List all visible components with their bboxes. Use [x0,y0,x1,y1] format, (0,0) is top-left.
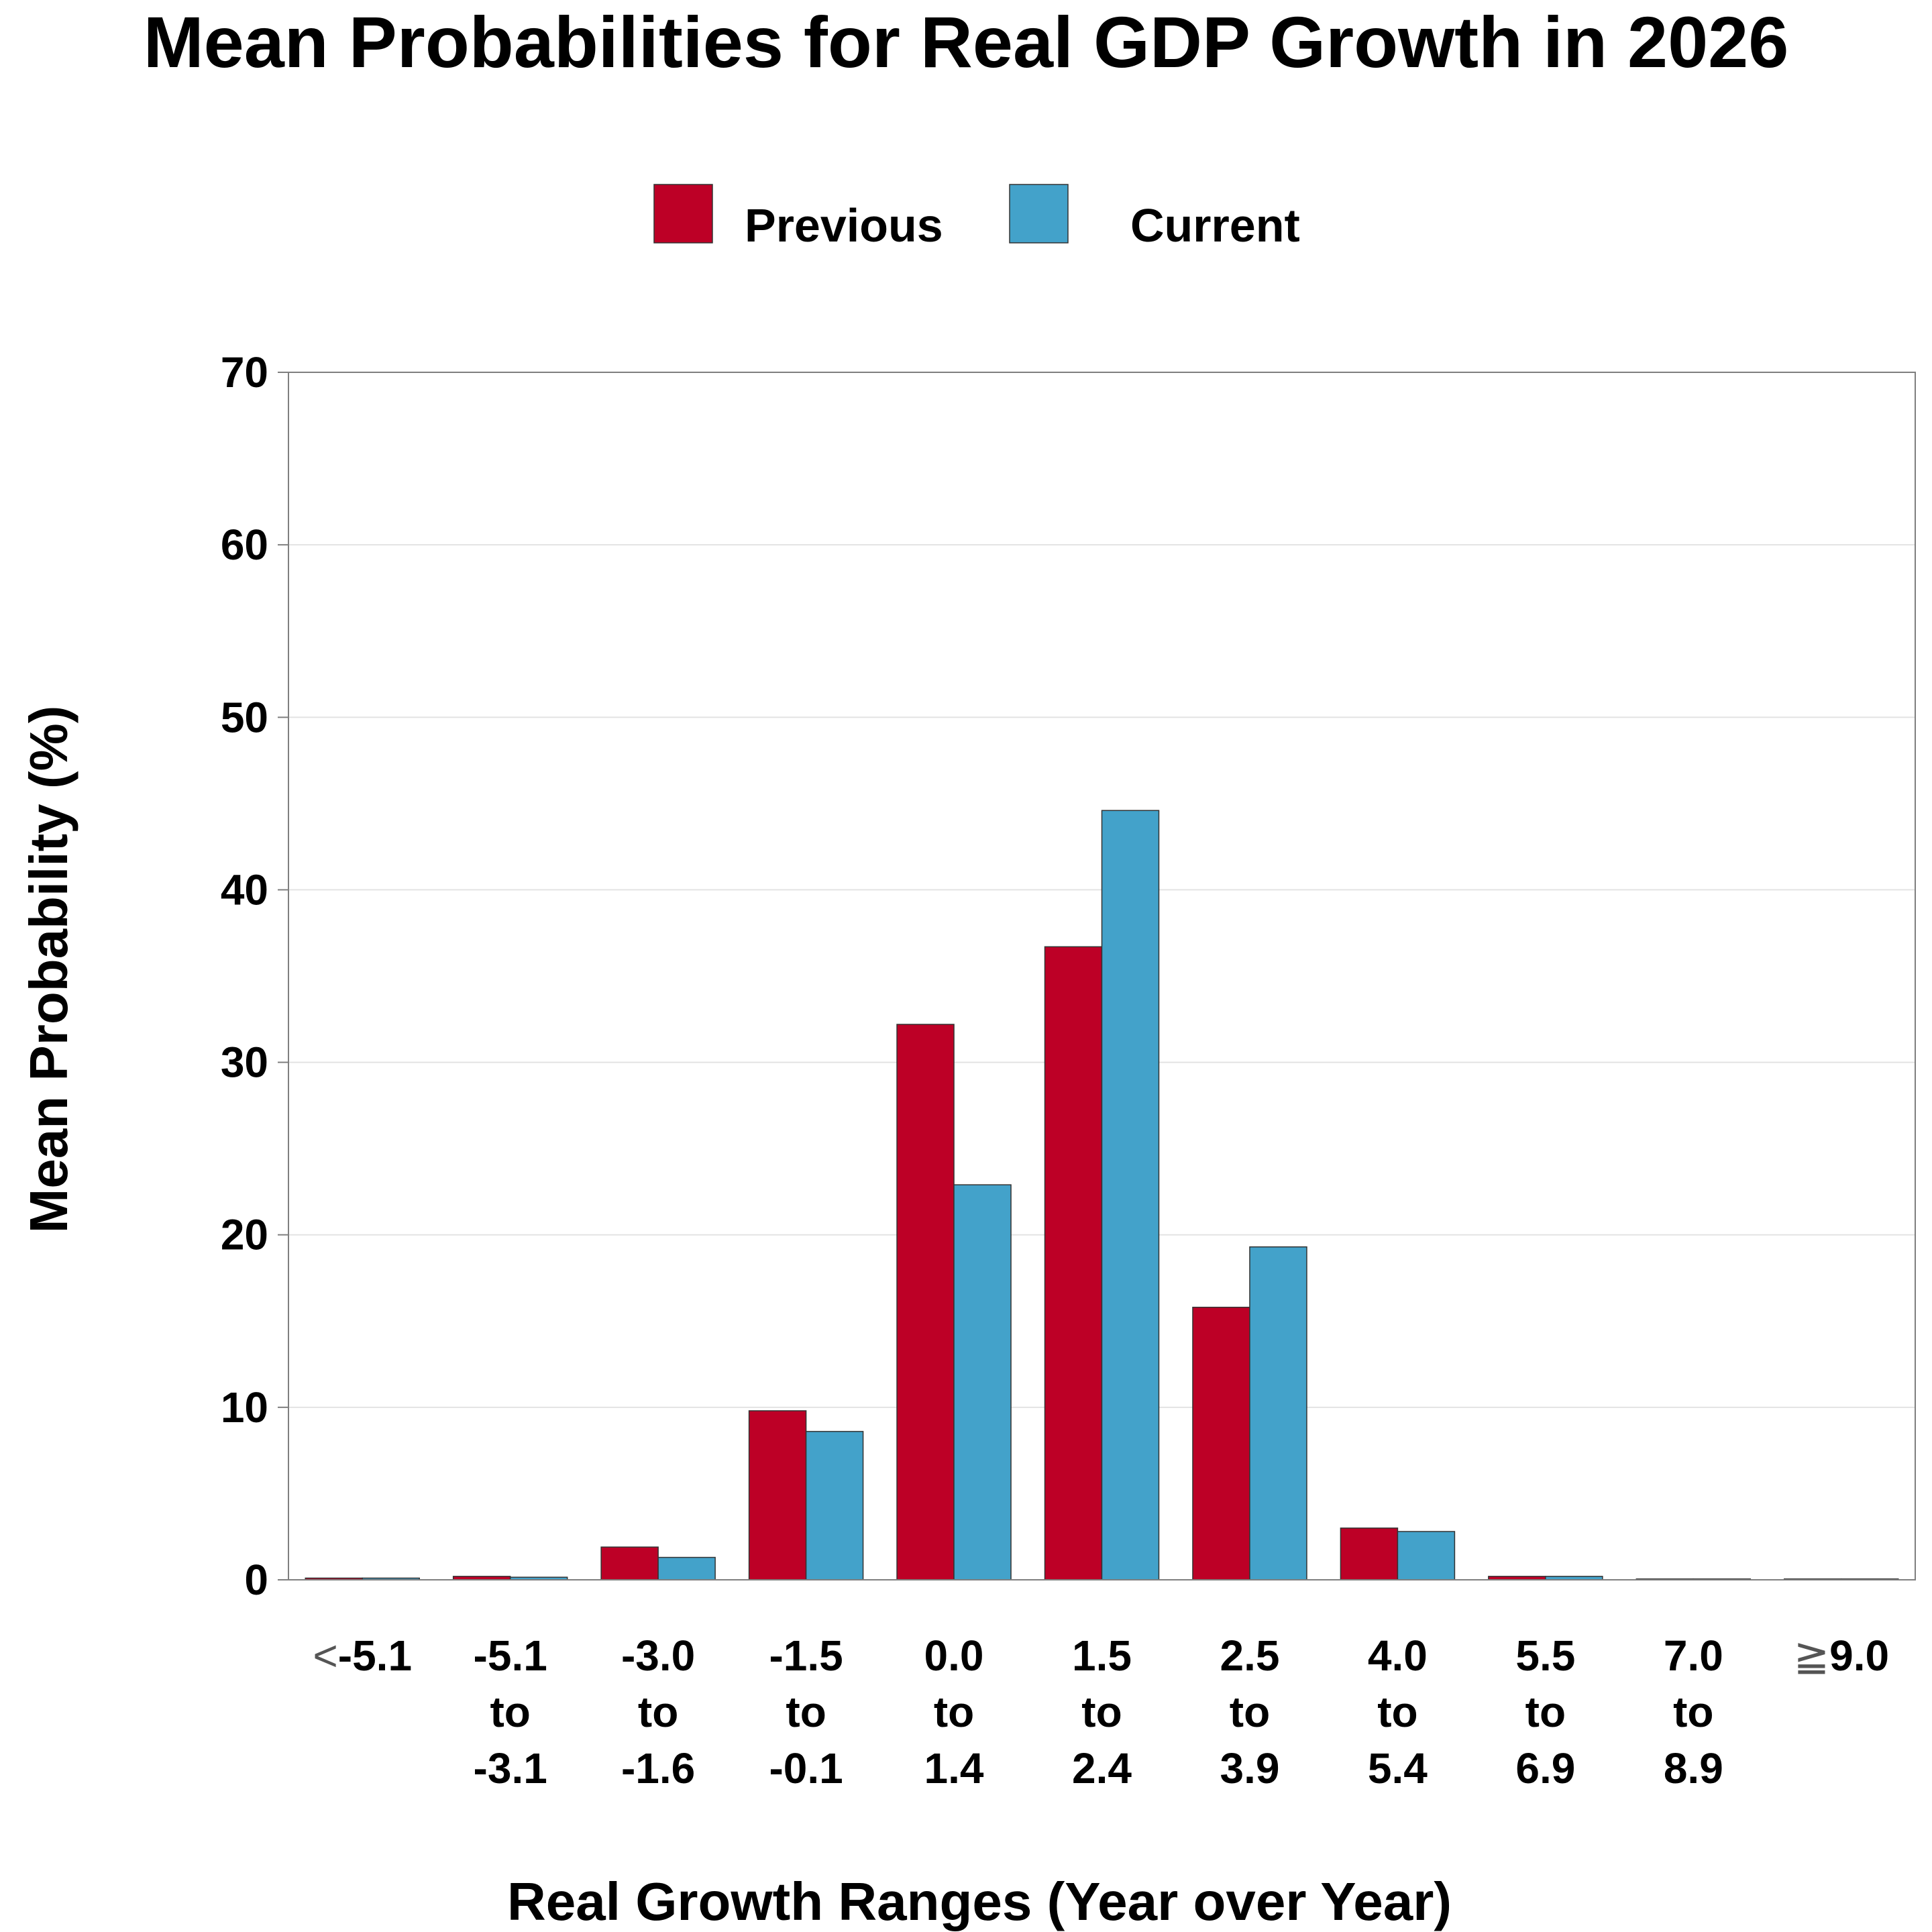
x-tick-label: 7.0 [1664,1631,1723,1680]
y-tick-label: 70 [221,348,268,396]
x-tick-label: to [638,1688,678,1736]
x-tick-label: to [786,1688,826,1736]
bars [305,810,1899,1580]
x-tick-label: 4.0 [1368,1631,1428,1680]
x-tick-label: 2.4 [1072,1744,1132,1792]
bar-current [1249,1246,1307,1580]
legend-swatch-current [1009,184,1069,244]
y-tick-label: 0 [244,1556,268,1604]
legend-label-current: Current [1130,199,1300,252]
x-tick-label: -1.5 [769,1631,843,1680]
x-tick-label: 5.4 [1368,1744,1428,1792]
legend-swatch-previous [653,184,713,244]
x-axis: <-5.1 -5.1 to -3.1 -3.0 to -1.6 -1.5 to -0.1 0.0 to… [313,1631,1889,1792]
x-tick-label: ≧9.0 [1793,1631,1889,1680]
legend: Previous Current [653,184,1300,252]
bar-previous [748,1410,807,1580]
plot-frame [288,372,1916,1580]
x-axis-title: Real Growth Ranges (Year over Year) [507,1872,1452,1931]
bar-previous [1340,1527,1399,1580]
bar-previous [1192,1306,1250,1580]
x-tick-label: 8.9 [1664,1744,1723,1792]
x-tick-label: 1.4 [924,1744,984,1792]
x-tick-label: 3.9 [1220,1744,1279,1792]
y-tick-label: 30 [221,1038,268,1087]
x-tick-label: 0.0 [924,1631,984,1680]
y-axis: 0 10 20 30 40 50 60 70 [221,348,288,1604]
legend-label-previous: Previous [745,199,943,252]
y-axis-title: Mean Probability (%) [19,706,78,1234]
chart-title: Mean Probabilities for Real GDP Growth i… [144,1,1789,83]
x-tick-label: 6.9 [1515,1744,1575,1792]
x-tick-label: -0.1 [769,1744,843,1792]
x-tick-label: 2.5 [1220,1631,1279,1680]
x-tick-label: -3.0 [621,1631,695,1680]
x-tick-label: 1.5 [1072,1631,1132,1680]
x-tick-label: to [934,1688,974,1736]
y-tick-label: 60 [221,521,268,569]
x-tick-label: to [1673,1688,1713,1736]
x-tick-label: -3.1 [474,1744,547,1792]
x-tick-label: to [1081,1688,1122,1736]
bar-current [805,1431,864,1580]
bar-current [1397,1531,1456,1580]
x-tick-label: -5.1 [474,1631,547,1680]
y-tick-label: 20 [221,1211,268,1259]
bar-previous [600,1546,659,1580]
x-tick-label: to [490,1688,530,1736]
bar-current [953,1184,1012,1580]
x-tick-label: 5.5 [1515,1631,1575,1680]
y-tick-label: 50 [221,693,268,741]
bar-previous [896,1024,955,1580]
bar-current [1101,810,1160,1580]
x-tick-label: to [1377,1688,1417,1736]
bar-previous [1044,946,1103,1580]
y-tick-label: 10 [221,1383,268,1432]
bar-current [657,1556,716,1580]
x-tick-label: to [1525,1688,1566,1736]
x-tick-label: -1.6 [621,1744,695,1792]
y-tick-label: 40 [221,865,268,914]
x-tick-label: to [1230,1688,1270,1736]
x-tick-label: <-5.1 [313,1631,412,1680]
